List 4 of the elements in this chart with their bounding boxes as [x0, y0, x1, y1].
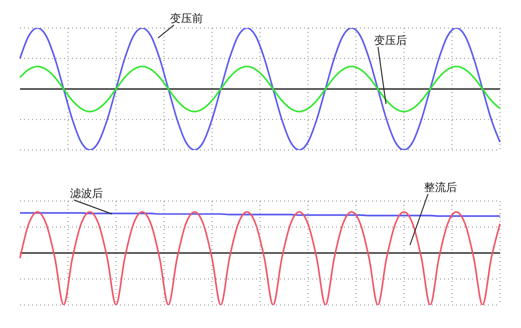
text: 变压后 — [374, 34, 407, 47]
series-label: 整流后 — [424, 181, 457, 194]
series-label: 变压前 — [170, 12, 203, 25]
series-label: 滤波后 — [70, 187, 103, 200]
